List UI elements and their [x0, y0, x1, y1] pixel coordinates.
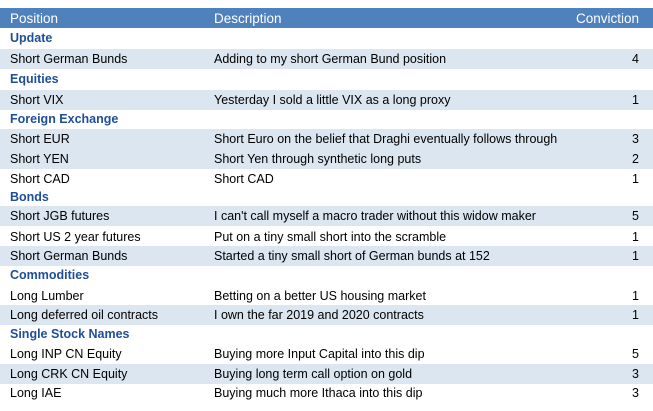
cell-conviction: 2 — [632, 152, 639, 166]
cell-description: Started a tiny small short of German bun… — [214, 249, 490, 263]
table-row: Long CRK CN Equity Buying long term call… — [0, 364, 653, 384]
cell-description: Yesterday I sold a little VIX as a long … — [214, 93, 451, 107]
header-description: Description — [214, 10, 282, 26]
cell-position: Long INP CN Equity — [10, 347, 122, 361]
cell-position: Long IAE — [10, 386, 62, 400]
cell-conviction: 5 — [632, 209, 639, 223]
table-row: Short VIX Yesterday I sold a little VIX … — [0, 90, 653, 110]
section-heading: Bonds — [10, 190, 49, 204]
cell-position: Long CRK CN Equity — [10, 367, 128, 381]
cell-position: Short CAD — [10, 172, 70, 186]
cell-position: Short German Bunds — [10, 52, 128, 66]
cell-description: Short Euro on the belief that Draghi eve… — [214, 132, 558, 146]
table-row: Short YEN Short Yen through synthetic lo… — [0, 149, 653, 169]
section-heading: Update — [10, 31, 53, 45]
header-position: Position — [10, 10, 59, 26]
table-row: Short German Bunds Started a tiny small … — [0, 246, 653, 266]
section-heading: Commodities — [10, 268, 90, 282]
cell-description: I can't call myself a macro trader witho… — [214, 209, 536, 223]
section-heading: Foreign Exchange — [10, 112, 119, 126]
table-row: Short EUR Short Euro on the belief that … — [0, 129, 653, 149]
cell-description: Adding to my short German Bund position — [214, 52, 447, 66]
cell-description: Buying more Input Capital into this dip — [214, 347, 425, 361]
table-row: Long deferred oil contracts I own the fa… — [0, 305, 653, 325]
cell-conviction: 5 — [632, 347, 639, 361]
cell-description: Short CAD — [214, 172, 274, 186]
cell-description: Put on a tiny small short into the scram… — [214, 230, 447, 244]
cell-position: Short VIX — [10, 93, 64, 107]
cell-description: Betting on a better US housing market — [214, 289, 426, 303]
cell-description: Short Yen through synthetic long puts — [214, 152, 422, 166]
table-row: Long INP CN Equity Buying more Input Cap… — [0, 344, 653, 364]
cell-conviction: 4 — [632, 52, 639, 66]
cell-position: Long deferred oil contracts — [10, 308, 159, 322]
cell-conviction: 3 — [632, 367, 639, 381]
table-row: Short CAD Short CAD 1 — [0, 169, 653, 189]
cell-description: I own the far 2019 and 2020 contracts — [214, 308, 424, 322]
cell-conviction: 1 — [632, 93, 639, 107]
cell-position: Short YEN — [10, 152, 69, 166]
table-row: Short JGB futures I can't call myself a … — [0, 206, 653, 226]
table-row: Long Lumber Betting on a better US housi… — [0, 286, 653, 306]
cell-position: Short EUR — [10, 132, 70, 146]
cell-conviction: 1 — [632, 230, 639, 244]
cell-conviction: 3 — [632, 386, 639, 400]
cell-description: Buying much more Ithaca into this dip — [214, 386, 423, 400]
cell-description: Buying long term call option on gold — [214, 367, 413, 381]
header-conviction: Conviction — [575, 10, 639, 26]
section-heading: Equities — [10, 72, 59, 86]
cell-position: Short German Bunds — [10, 249, 128, 263]
table-row: Short German Bunds Adding to my short Ge… — [0, 49, 653, 69]
header-row: Position Description Conviction — [0, 8, 653, 28]
cell-conviction: 1 — [632, 249, 639, 263]
cell-position: Short US 2 year futures — [10, 230, 141, 244]
cell-position: Long Lumber — [10, 289, 84, 303]
cell-conviction: 1 — [632, 308, 639, 322]
cell-position: Short JGB futures — [10, 209, 110, 223]
cell-conviction: 1 — [632, 289, 639, 303]
section-heading: Single Stock Names — [10, 327, 130, 341]
table-row: Short US 2 year futures Put on a tiny sm… — [0, 227, 653, 247]
cell-conviction: 1 — [632, 172, 639, 186]
cell-conviction: 3 — [632, 132, 639, 146]
table-row: Long IAE Buying much more Ithaca into th… — [0, 383, 653, 403]
